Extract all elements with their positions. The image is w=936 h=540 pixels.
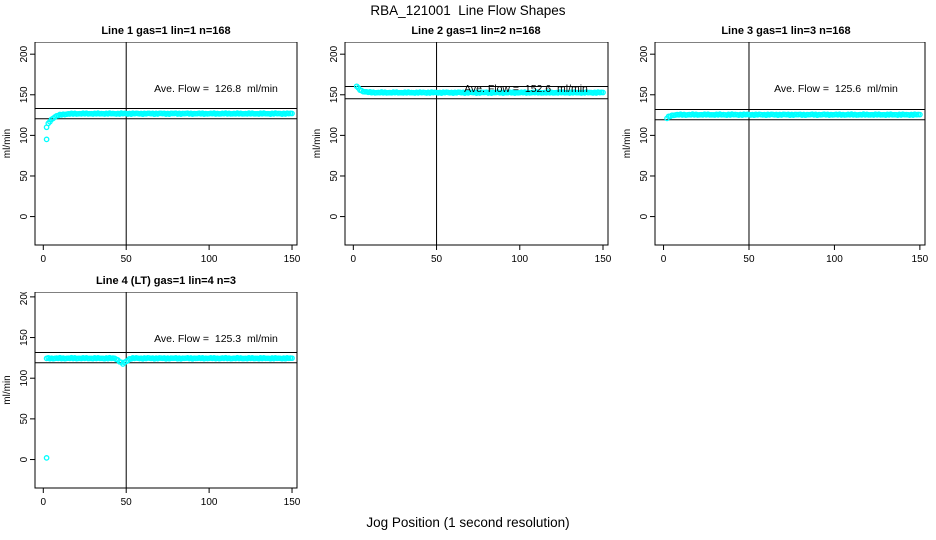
plot-area-line-4: 0 50 100 150 0 50 100 150 200 ml/min bbox=[2, 292, 301, 508]
ave-flow-annotation-line-4: Ave. Flow = 125.3 ml/min bbox=[154, 333, 278, 345]
svg-text:50: 50 bbox=[19, 170, 30, 182]
svg-text:50: 50 bbox=[19, 413, 30, 425]
subplot-line-3: Line 3 gas=1 lin=3 n=168 0 50 100 150 0 50 100… bbox=[621, 25, 935, 269]
svg-text:150: 150 bbox=[639, 86, 650, 103]
axes bbox=[30, 292, 298, 493]
data-points bbox=[664, 111, 923, 122]
data-points bbox=[43, 110, 295, 143]
svg-text:ml/min: ml/min bbox=[2, 129, 13, 158]
svg-text:150: 150 bbox=[284, 254, 301, 265]
svg-text:100: 100 bbox=[201, 254, 218, 265]
tick-labels: 0 50 100 150 0 50 100 150 200 ml/min bbox=[622, 45, 929, 265]
svg-text:100: 100 bbox=[639, 127, 650, 144]
svg-text:ml/min: ml/min bbox=[312, 129, 323, 158]
data-points bbox=[353, 83, 606, 96]
svg-text:150: 150 bbox=[19, 86, 30, 103]
svg-text:100: 100 bbox=[329, 127, 340, 144]
svg-text:100: 100 bbox=[826, 254, 843, 265]
svg-text:100: 100 bbox=[19, 369, 30, 386]
tick-labels: 0 50 100 150 0 50 100 150 200 ml/min bbox=[312, 45, 612, 265]
plot-area-line-1: 0 50 100 150 0 50 100 150 200 ml/min bbox=[2, 42, 301, 265]
axes bbox=[650, 42, 926, 250]
svg-text:0: 0 bbox=[19, 456, 30, 462]
axes bbox=[340, 42, 609, 250]
x-axis-label: Jog Position (1 second resolution) bbox=[366, 515, 570, 530]
ave-flow-annotation-line-1: Ave. Flow = 126.8 ml/min bbox=[154, 83, 278, 95]
svg-text:0: 0 bbox=[41, 254, 47, 265]
svg-text:200: 200 bbox=[19, 292, 30, 305]
tick-labels: 0 50 100 150 0 50 100 150 200 ml/min bbox=[2, 292, 301, 508]
svg-text:ml/min: ml/min bbox=[2, 375, 13, 404]
svg-text:50: 50 bbox=[121, 497, 133, 508]
data-points bbox=[43, 354, 295, 461]
svg-text:50: 50 bbox=[431, 254, 443, 265]
svg-text:150: 150 bbox=[912, 254, 929, 265]
subplot-title-line-4: Line 4 (LT) gas=1 lin=4 n=3 bbox=[95, 275, 237, 287]
svg-text:100: 100 bbox=[511, 254, 528, 265]
subplot-title-line-2: Line 2 gas=1 lin=2 n=168 bbox=[411, 25, 541, 37]
svg-text:200: 200 bbox=[329, 45, 340, 62]
tick-labels: 0 50 100 150 0 50 100 150 200 ml/min bbox=[2, 45, 301, 265]
ave-flow-annotation-line-2: Ave. Flow = 152.6 ml/min bbox=[464, 83, 588, 95]
subplot-title-line-3: Line 3 gas=1 lin=3 n=168 bbox=[721, 25, 851, 37]
svg-text:0: 0 bbox=[351, 254, 357, 265]
svg-text:0: 0 bbox=[19, 213, 30, 219]
axes bbox=[30, 42, 298, 250]
subplot-line-4: Line 4 (LT) gas=1 lin=4 n=3 0 50 100 150 0 50… bbox=[1, 275, 307, 512]
plot-area-line-3: 0 50 100 150 0 50 100 150 200 ml/min bbox=[622, 42, 929, 265]
svg-text:200: 200 bbox=[639, 45, 650, 62]
svg-text:50: 50 bbox=[121, 254, 133, 265]
svg-text:0: 0 bbox=[661, 254, 667, 265]
svg-text:150: 150 bbox=[19, 329, 30, 346]
svg-text:100: 100 bbox=[201, 497, 218, 508]
subplot-line-1: Line 1 gas=1 lin=1 n=168 0 50 100 150 0 50 100… bbox=[1, 25, 307, 269]
page-title: RBA_121001 Line Flow Shapes bbox=[370, 3, 566, 18]
svg-text:150: 150 bbox=[595, 254, 612, 265]
svg-text:50: 50 bbox=[743, 254, 755, 265]
svg-text:0: 0 bbox=[329, 213, 340, 219]
subplot-title-line-1: Line 1 gas=1 lin=1 n=168 bbox=[101, 25, 231, 37]
plot-area-line-2: 0 50 100 150 0 50 100 150 200 ml/min bbox=[312, 42, 612, 265]
svg-text:150: 150 bbox=[329, 86, 340, 103]
svg-text:0: 0 bbox=[639, 213, 650, 219]
svg-text:ml/min: ml/min bbox=[622, 129, 633, 158]
subplot-line-2: Line 2 gas=1 lin=2 n=168 0 50 100 150 0 50 100… bbox=[311, 25, 618, 269]
svg-text:100: 100 bbox=[19, 127, 30, 144]
svg-text:50: 50 bbox=[639, 170, 650, 182]
svg-text:150: 150 bbox=[284, 497, 301, 508]
ave-flow-annotation-line-3: Ave. Flow = 125.6 ml/min bbox=[774, 83, 898, 95]
svg-text:200: 200 bbox=[19, 45, 30, 62]
svg-text:50: 50 bbox=[329, 170, 340, 182]
svg-text:0: 0 bbox=[41, 497, 47, 508]
